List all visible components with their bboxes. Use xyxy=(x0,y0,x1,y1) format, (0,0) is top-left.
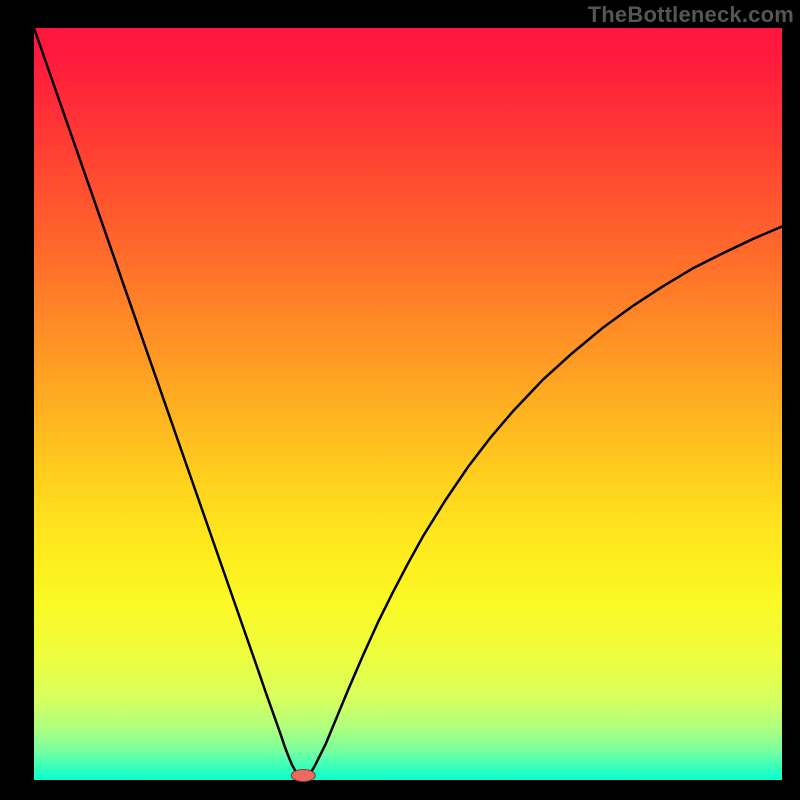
watermark-text: TheBottleneck.com xyxy=(588,2,794,28)
chart-container: { "watermark": { "text": "TheBottleneck.… xyxy=(0,0,800,800)
bottleneck-chart xyxy=(0,0,800,800)
